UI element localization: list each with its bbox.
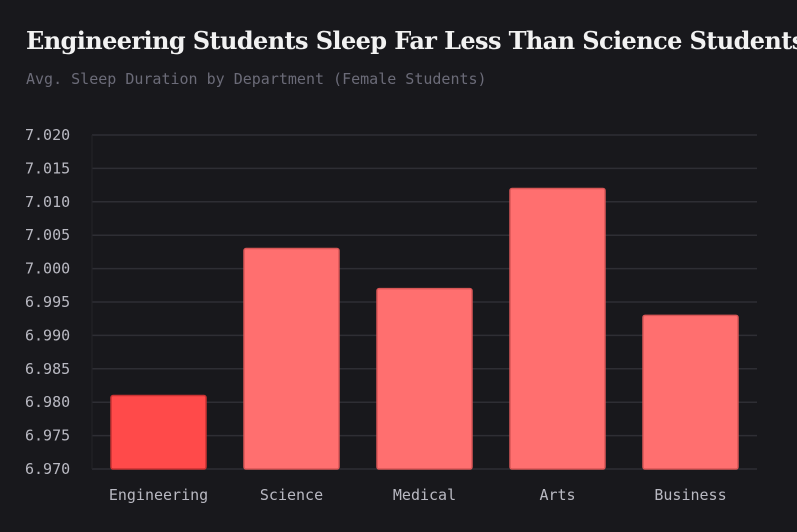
x-tick-label: Business xyxy=(654,486,726,504)
bar-business xyxy=(642,314,739,470)
y-tick-label: 6.995 xyxy=(25,293,70,311)
y-tick-label: 7.010 xyxy=(25,193,70,211)
x-tick-label: Science xyxy=(260,486,323,504)
x-tick-label: Engineering xyxy=(109,486,208,504)
bar-engineering xyxy=(110,394,207,470)
chart-subtitle: Avg. Sleep Duration by Department (Femal… xyxy=(26,70,487,88)
y-tick-label: 7.015 xyxy=(25,159,70,177)
bar-medical xyxy=(376,287,473,470)
chart-title: Engineering Students Sleep Far Less Than… xyxy=(26,26,797,55)
y-tick-label: 6.990 xyxy=(25,326,70,344)
x-tick-label: Medical xyxy=(393,486,456,504)
y-tick-label: 6.985 xyxy=(25,360,70,378)
y-tick-label: 6.970 xyxy=(25,460,70,478)
bar-arts xyxy=(509,187,606,470)
y-tick-label: 7.005 xyxy=(25,226,70,244)
y-tick-label: 6.975 xyxy=(25,427,70,445)
y-tick-label: 6.980 xyxy=(25,393,70,411)
y-tick-label: 7.020 xyxy=(25,126,70,144)
bar-science xyxy=(243,247,340,470)
x-tick-label: Arts xyxy=(539,486,575,504)
y-tick-label: 7.000 xyxy=(25,260,70,278)
